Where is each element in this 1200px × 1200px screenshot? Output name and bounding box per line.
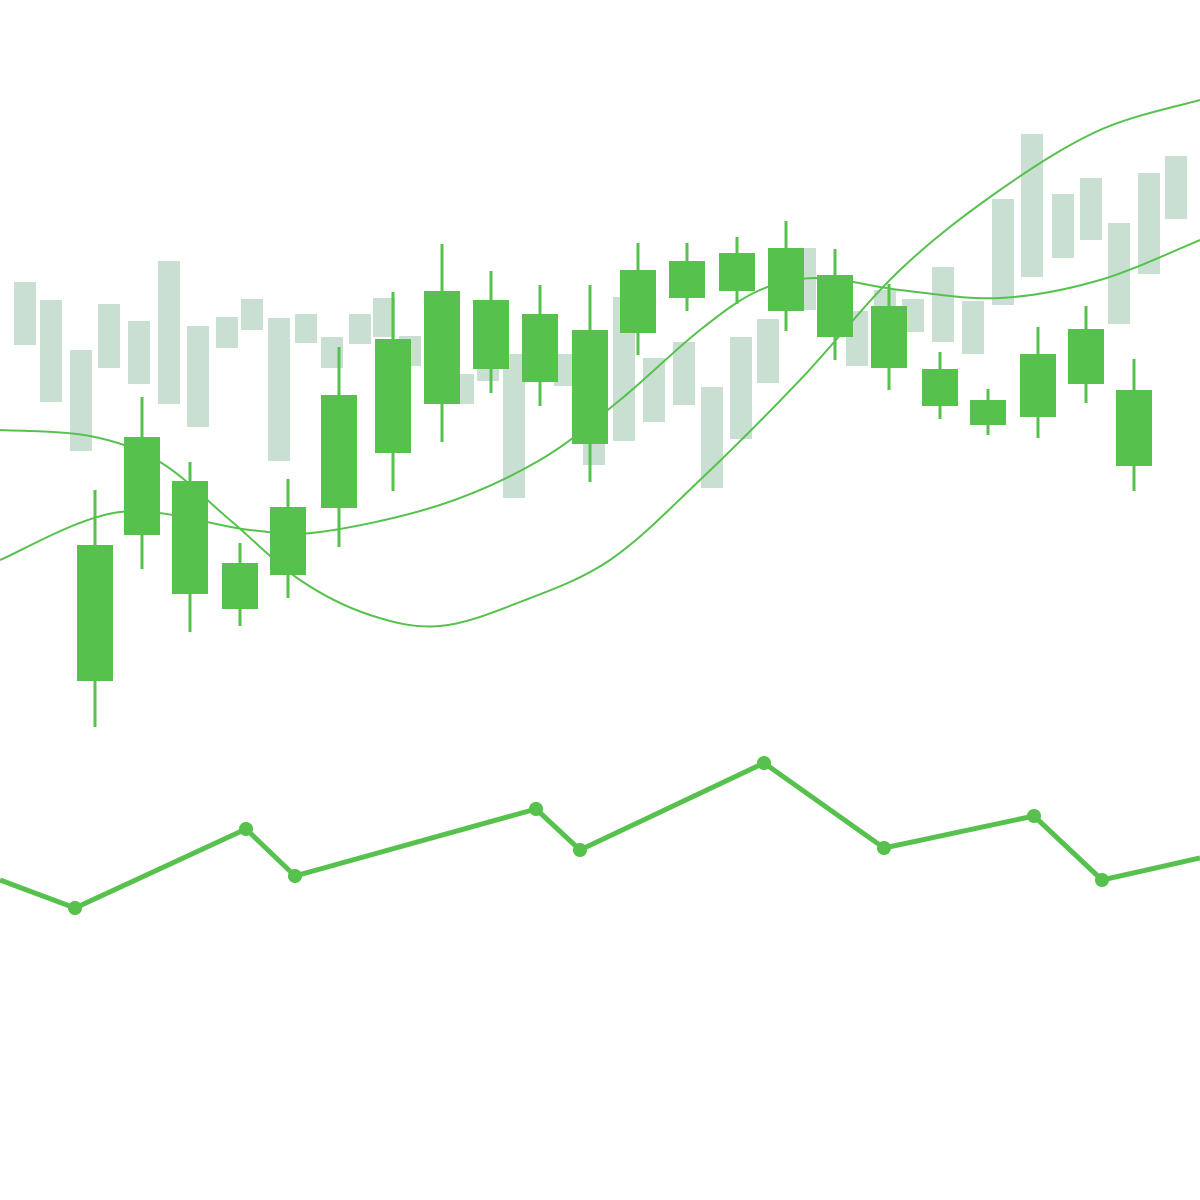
background-bar <box>1021 134 1043 277</box>
candle-body <box>375 339 411 453</box>
candle-body <box>1068 329 1104 384</box>
bottom-line-dot <box>1095 873 1109 887</box>
candle-body <box>172 481 208 594</box>
candlesticks <box>77 221 1152 727</box>
background-bar <box>1165 156 1187 219</box>
candle-body <box>77 545 113 681</box>
candle-body <box>768 248 804 311</box>
bottom-line-dot <box>573 843 587 857</box>
background-bar <box>1080 178 1102 240</box>
background-bar <box>158 261 180 404</box>
candle-body <box>270 507 306 575</box>
background-bar <box>1138 173 1160 274</box>
background-bar <box>503 354 525 498</box>
background-bar <box>992 199 1014 305</box>
background-bar <box>349 314 371 344</box>
candle-body <box>321 395 357 508</box>
background-bar <box>902 299 924 332</box>
background-bar <box>295 314 317 343</box>
candle-body <box>970 400 1006 425</box>
background-bar <box>373 298 395 337</box>
candle-body <box>817 275 853 337</box>
candle-body <box>124 437 160 535</box>
background-bar <box>932 267 954 342</box>
background-bar <box>554 354 576 386</box>
background-bar <box>962 301 984 354</box>
bottom-line-dot <box>1027 809 1041 823</box>
candle-body <box>572 330 608 444</box>
bottom-line-dot <box>288 869 302 883</box>
candle-body <box>669 261 705 298</box>
candle-body <box>424 291 460 404</box>
trend-curve <box>0 239 1200 561</box>
candle-body <box>473 300 509 369</box>
background-bar <box>268 318 290 461</box>
candle-body <box>922 369 958 406</box>
background-bar <box>187 326 209 427</box>
candle-body <box>1116 390 1152 466</box>
background-bar <box>643 358 665 422</box>
background-bar <box>70 350 92 451</box>
background-bar <box>241 299 263 330</box>
candle-body <box>620 270 656 333</box>
candle-body <box>871 306 907 368</box>
bottom-line-dot <box>239 822 253 836</box>
background-bar <box>216 317 238 348</box>
background-bar <box>730 337 752 439</box>
bottom-line-dot <box>877 841 891 855</box>
background-bar <box>128 321 150 384</box>
background-bar <box>757 319 779 383</box>
background-bar <box>1052 194 1074 258</box>
bottom-line-dot <box>757 756 771 770</box>
candle-body <box>719 253 755 291</box>
background-bar <box>701 387 723 488</box>
candle-body <box>522 314 558 382</box>
bottom-line-dot <box>68 901 82 915</box>
background-bar <box>673 342 695 405</box>
bottom-line <box>0 756 1200 915</box>
background-bar <box>40 300 62 402</box>
background-bar <box>98 304 120 368</box>
bottom-line-dot <box>529 802 543 816</box>
candle-body <box>222 563 258 609</box>
background-bar <box>14 282 36 345</box>
candle-body <box>1020 354 1056 417</box>
